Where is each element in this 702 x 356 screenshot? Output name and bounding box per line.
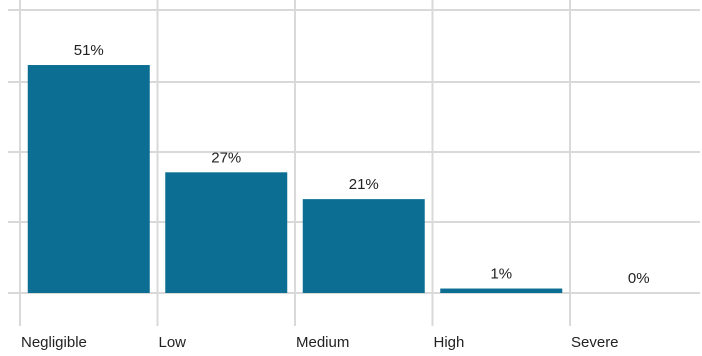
data-labels: 51% 27% 21% 1% 0%: [74, 42, 650, 287]
x-tick-labels: Negligible Low Medium High Severe: [21, 334, 619, 351]
x-tick-label-negligible: Negligible: [21, 334, 87, 351]
data-label-severe: 0%: [628, 270, 650, 287]
bar-high: [440, 288, 563, 293]
data-label-negligible: 51%: [74, 42, 104, 59]
bar-medium: [302, 199, 425, 293]
x-tick-label-low: Low: [159, 334, 187, 351]
x-tick-label-severe: Severe: [571, 334, 619, 351]
data-label-medium: 21%: [349, 176, 379, 193]
bars: [27, 65, 563, 293]
bar-negligible: [27, 65, 150, 293]
bar-low: [165, 172, 288, 293]
data-label-low: 27%: [211, 149, 241, 166]
x-tick-label-high: High: [434, 334, 465, 351]
data-label-high: 1%: [490, 266, 512, 283]
x-tick-label-medium: Medium: [296, 334, 349, 351]
